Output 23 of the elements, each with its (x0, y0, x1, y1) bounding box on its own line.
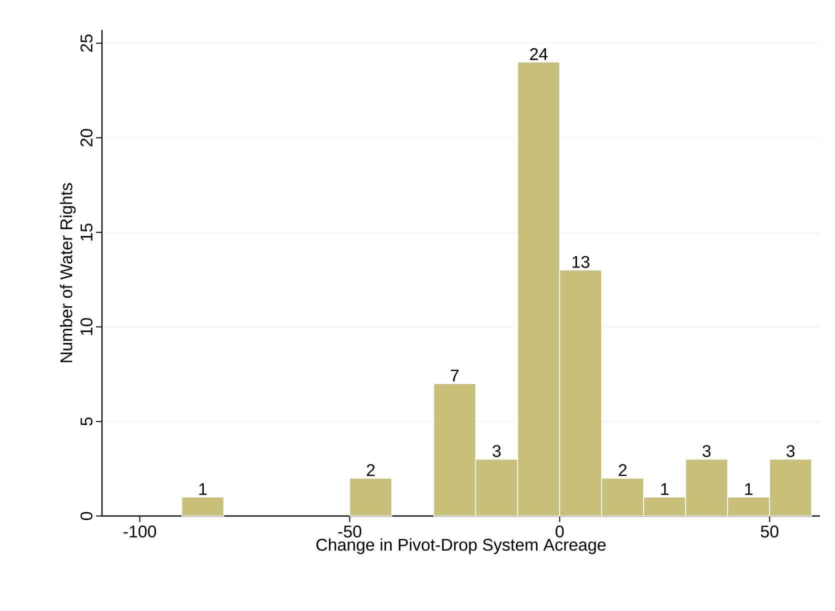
data-label: 2 (618, 464, 627, 476)
data-label: 3 (492, 445, 501, 458)
y-tick-label: 20 (80, 129, 92, 146)
data-label: 1 (745, 483, 753, 495)
y-tick-label: 0 (80, 512, 92, 520)
x-tick-label: 0 (556, 526, 564, 538)
data-label: 2 (366, 464, 375, 476)
data-label: 1 (661, 483, 669, 495)
data-label: 13 (572, 256, 590, 268)
x-tick-label: -50 (338, 526, 362, 538)
y-tick-label: 25 (80, 34, 92, 52)
data-label: 7 (450, 370, 459, 382)
data-label: 24 (530, 48, 548, 60)
data-label: 1 (199, 483, 207, 495)
x-tick-label: 50 (760, 526, 778, 538)
y-tick-label: 5 (80, 417, 92, 426)
y-axis-title: Number of Water Rights (60, 183, 76, 362)
x-axis-title: Change in Pivot-Drop System Acreage (316, 538, 606, 554)
y-tick-label: 15 (80, 224, 92, 240)
x-tick-label: -100 (124, 526, 156, 538)
data-label: 3 (702, 445, 711, 458)
y-tick-label: 10 (80, 318, 92, 336)
data-label: 3 (786, 445, 795, 458)
